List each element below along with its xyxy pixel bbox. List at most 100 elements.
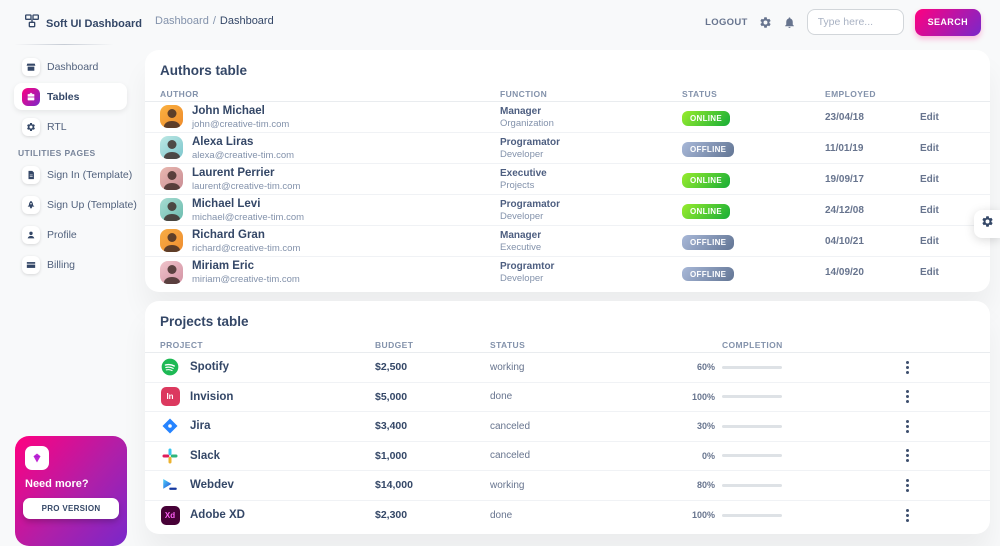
- row-menu-button[interactable]: [900, 475, 915, 496]
- edit-link[interactable]: Edit: [920, 267, 939, 278]
- soft-ui-logo-icon: [24, 13, 40, 34]
- gear-icon: [981, 215, 994, 233]
- project-name: Spotify: [190, 361, 229, 374]
- sidebar-nav-main: Dashboard Tables RTL: [14, 53, 127, 140]
- column-header-status: STATUS: [682, 88, 718, 99]
- promo-title: Need more?: [25, 478, 89, 490]
- author-email: laurent@creative-tim.com: [192, 180, 301, 192]
- edit-link[interactable]: Edit: [920, 173, 939, 185]
- avatar[interactable]: [160, 136, 183, 160]
- sidebar-item-label: Tables: [47, 90, 80, 103]
- status-badge: ONLINE: [682, 173, 731, 188]
- row-menu-button[interactable]: [900, 505, 915, 526]
- sidebar-item-profile[interactable]: Profile: [14, 221, 127, 248]
- progress-bar: [722, 454, 782, 458]
- column-header-completion: COMPLETION: [722, 339, 783, 350]
- author-department: Projects: [500, 179, 535, 191]
- author-cell: Miriam Eric miriam@creative-tim.com: [160, 259, 500, 285]
- edit-link[interactable]: Edit: [920, 111, 939, 123]
- brand[interactable]: Soft UI Dashboard: [24, 13, 142, 34]
- search-input[interactable]: [806, 9, 904, 35]
- avatar[interactable]: [160, 229, 183, 253]
- edit-link[interactable]: Edit: [920, 142, 939, 154]
- sidebar-item-sign-up[interactable]: Sign Up (Template): [14, 191, 137, 218]
- table-row: John Michael john@creative-tim.com Manag…: [145, 102, 990, 133]
- status-badge: ONLINE: [682, 111, 731, 126]
- authors-table-card: Authors table AUTHOR FUNCTION STATUS EMP…: [145, 50, 990, 292]
- employed-date: 14/09/20: [825, 267, 864, 278]
- table-row: Xd Adobe XD $2,300 done 100%: [145, 501, 990, 531]
- promo-card: Need more? PRO VERSION: [15, 436, 127, 546]
- progress-bar: [722, 395, 782, 399]
- avatar[interactable]: [160, 167, 183, 191]
- project-cell: Spotify: [160, 357, 375, 377]
- breadcrumb-root[interactable]: Dashboard: [155, 15, 209, 27]
- utilities-section-label: UTILITIES PAGES: [18, 148, 96, 158]
- author-email: john@creative-tim.com: [192, 118, 290, 130]
- search-button[interactable]: SEARCH: [914, 8, 981, 36]
- author-department: Executive: [500, 241, 542, 253]
- completion-cell: 80%: [675, 480, 840, 490]
- completion-cell: 30%: [675, 421, 840, 431]
- author-name: John Michael: [192, 104, 265, 117]
- sidebar-item-sign-in[interactable]: Sign In (Template): [14, 161, 132, 188]
- author-cell: John Michael john@creative-tim.com: [160, 104, 500, 130]
- gear-icon[interactable]: [759, 16, 772, 29]
- sidebar-item-dashboard[interactable]: Dashboard: [14, 53, 127, 80]
- shop-icon: [22, 57, 40, 76]
- logout-button[interactable]: LOGOUT: [705, 16, 748, 28]
- author-function: Programator: [500, 198, 561, 210]
- sidebar-item-label: Billing: [47, 258, 76, 271]
- edit-link[interactable]: Edit: [920, 235, 939, 247]
- project-name: Adobe XD: [190, 509, 245, 522]
- row-menu-button[interactable]: [900, 386, 915, 407]
- column-header-status: STATUS: [490, 339, 526, 350]
- table-row: Alexa Liras alexa@creative-tim.com Progr…: [145, 133, 990, 164]
- status-badge: OFFLINE: [682, 142, 735, 157]
- table-row: Webdev $14,000 working 80%: [145, 471, 990, 501]
- sidebar-item-tables[interactable]: Tables: [14, 83, 127, 110]
- gem-icon: [25, 446, 49, 470]
- author-email: miriam@creative-tim.com: [192, 274, 300, 286]
- author-email: alexa@creative-tim.com: [192, 149, 295, 161]
- author-department: Organization: [500, 117, 554, 129]
- project-budget: $2,500: [375, 361, 408, 374]
- sidebar-item-label: Sign Up (Template): [47, 198, 137, 211]
- completion-percent: 100%: [691, 510, 715, 521]
- project-cell: Slack: [160, 446, 375, 466]
- project-budget: $5,000: [375, 390, 408, 403]
- webdev-icon: [160, 475, 180, 495]
- project-cell: Webdev: [160, 475, 375, 495]
- author-department: Developer: [500, 148, 544, 160]
- table-row: Jira $3,400 canceled 30%: [145, 412, 990, 442]
- bell-icon[interactable]: [783, 16, 796, 29]
- project-name: Jira: [190, 420, 211, 433]
- author-function: Programtor: [500, 261, 555, 273]
- edit-link[interactable]: Edit: [920, 204, 939, 216]
- author-cell: Richard Gran richard@creative-tim.com: [160, 228, 500, 254]
- progress-bar: [722, 365, 782, 369]
- completion-cell: 0%: [675, 451, 840, 461]
- row-menu-button[interactable]: [900, 357, 915, 378]
- sidebar-item-billing[interactable]: Billing: [14, 251, 127, 278]
- avatar[interactable]: [160, 198, 183, 222]
- pro-version-button[interactable]: PRO VERSION: [23, 498, 119, 519]
- row-menu-button[interactable]: [900, 445, 915, 466]
- sidebar-divider: [14, 44, 114, 45]
- avatar[interactable]: [160, 105, 183, 129]
- row-menu-button[interactable]: [900, 416, 915, 437]
- jira-icon: [160, 416, 180, 436]
- briefcase-icon: [22, 87, 40, 106]
- sidebar-item-rtl[interactable]: RTL: [14, 113, 127, 140]
- settings-fab[interactable]: [974, 210, 1000, 238]
- author-name: Richard Gran: [192, 228, 265, 241]
- author-email: richard@creative-tim.com: [192, 242, 301, 254]
- brand-name: Soft UI Dashboard: [46, 17, 142, 30]
- authors-table-header: AUTHOR FUNCTION STATUS EMPLOYED: [145, 86, 990, 102]
- completion-percent: 80%: [696, 480, 715, 491]
- sidebar-nav-utilities: Sign In (Template) Sign Up (Template): [14, 161, 137, 278]
- author-name: Michael Levi: [192, 197, 261, 210]
- avatar[interactable]: [160, 260, 183, 284]
- status-badge: ONLINE: [682, 204, 731, 219]
